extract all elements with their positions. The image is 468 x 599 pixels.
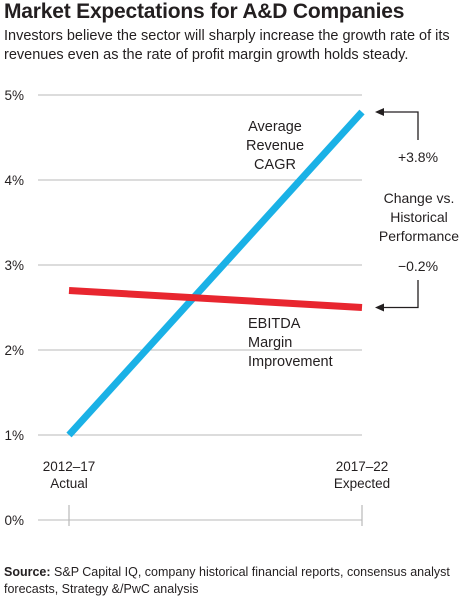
y-tick-label: 2%: [4, 343, 24, 358]
chart-title: Market Expectations for A&D Companies: [4, 0, 405, 23]
y-tick-label: 3%: [4, 258, 24, 273]
revenue-series-label: Average Revenue CAGR: [246, 119, 304, 173]
source-label: Source:: [4, 565, 51, 579]
ebitda-arrow-bracket: [383, 280, 419, 309]
y-tick-label: 5%: [4, 88, 24, 103]
ebitda-series-label: EBITDA Margin Improvement: [248, 316, 333, 370]
y-tick-label: 4%: [4, 173, 24, 188]
ebitda-margin-line: [68, 287, 363, 311]
ebitda-change-value: −0.2%: [398, 258, 438, 274]
x-tick-label: 2012–17 Actual: [43, 459, 96, 491]
chart-subtitle: Investors believe the sector will sharpl…: [4, 28, 450, 63]
source-text: S&P Capital IQ, company historical finan…: [4, 565, 450, 596]
y-tick-label: 0%: [4, 513, 24, 528]
ebitda-arrowhead: [375, 303, 384, 312]
revenue-arrow-bracket: [383, 111, 419, 140]
revenue-cagr-line: [66, 109, 365, 438]
source-note: Source: S&P Capital IQ, company historic…: [4, 564, 464, 598]
chart-area: 0% 1% 2% 3% 4% 5% 2012–17 Actual 2017–22 Expected…: [4, 88, 459, 528]
revenue-arrowhead: [375, 108, 384, 116]
y-tick-label: 1%: [4, 428, 24, 443]
x-tick-label: 2017–22 Expected: [334, 459, 390, 491]
change-vs-historical-label: Change vs. Historical Performance: [379, 190, 459, 244]
revenue-change-value: +3.8%: [398, 149, 438, 165]
